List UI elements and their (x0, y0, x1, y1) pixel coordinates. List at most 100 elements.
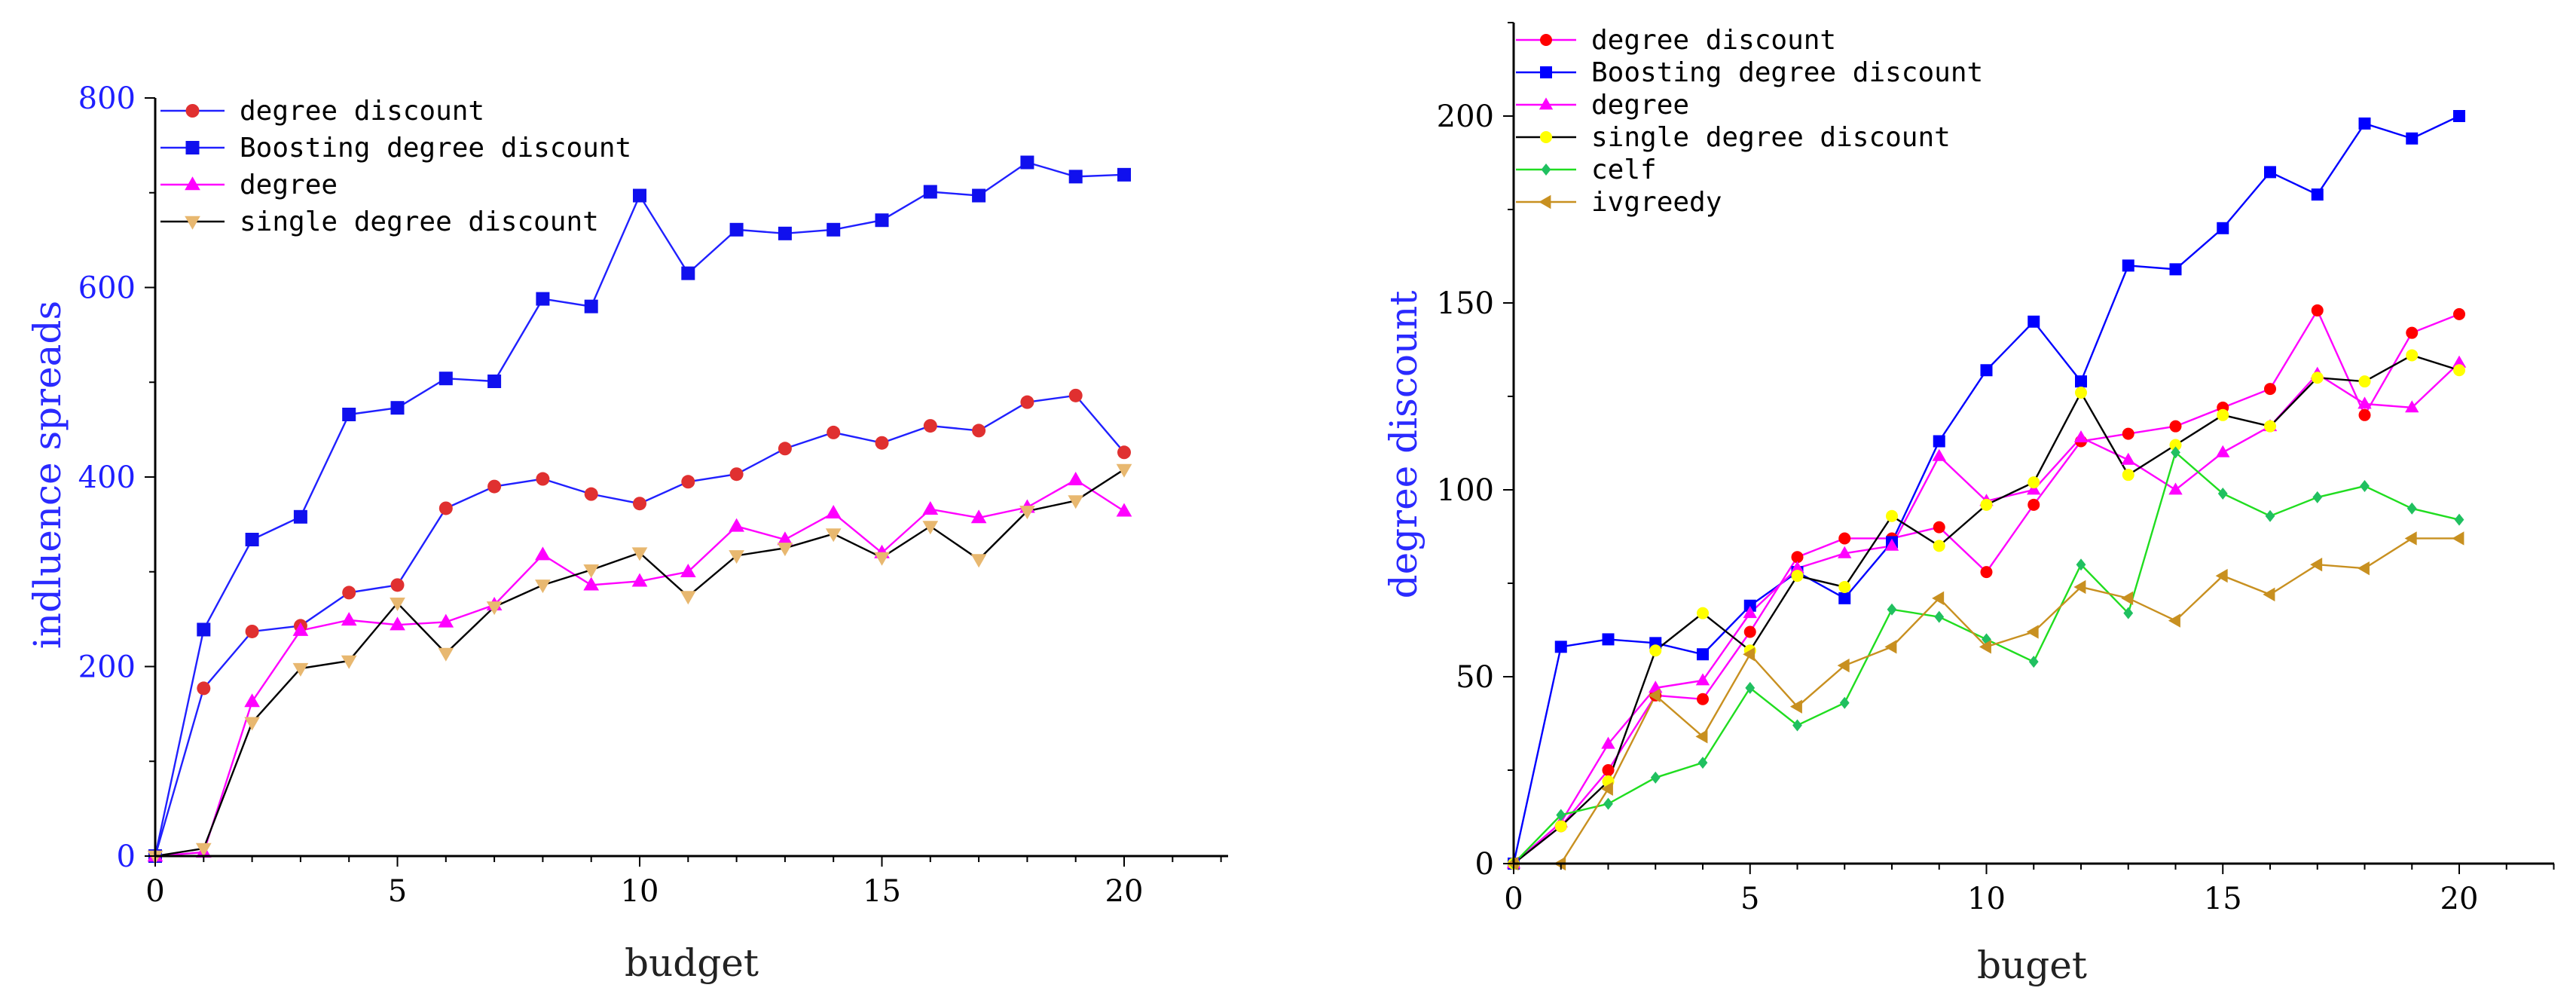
right-point-boosting-degree-discount (2453, 110, 2465, 122)
left-point-degree-discount (487, 479, 502, 494)
right-point-ivgreedy (2121, 591, 2134, 606)
left-point-boosting-degree-discount (923, 185, 937, 199)
left-point-single-degree-discount (1019, 506, 1035, 520)
left-point-degree-discount (536, 472, 550, 486)
left-point-single-degree-discount (922, 521, 939, 535)
right-point-celf (2123, 607, 2134, 619)
left-point-boosting-degree-discount (487, 374, 502, 388)
right-point-single-degree-discount (1649, 644, 1662, 657)
right-point-degree-discount (2311, 304, 2324, 317)
right-legend-marker (1539, 194, 1551, 209)
right-y-tick-label: 50 (1456, 660, 1494, 695)
right-point-degree (1884, 538, 1899, 551)
left-point-degree (390, 616, 405, 631)
right-point-ivgreedy (2263, 587, 2275, 602)
right-point-single-degree-discount (1886, 509, 1898, 522)
right-y-tick-label: 200 (1437, 99, 1494, 134)
left-point-degree (244, 693, 260, 708)
right-point-degree (2168, 482, 2183, 495)
left-legend-marker (185, 104, 200, 118)
right-point-degree-discount (2264, 383, 2276, 396)
right-point-degree (2073, 430, 2089, 442)
left-point-degree-discount (633, 497, 646, 511)
right-point-celf (1603, 797, 1613, 810)
left-point-degree (341, 612, 357, 626)
right-point-celf (1650, 771, 1661, 784)
right-point-degree-discount (2122, 427, 2134, 440)
left-y-tick-label: 400 (78, 460, 136, 495)
left-point-degree-discount (972, 424, 986, 438)
left-point-single-degree-discount (535, 580, 551, 594)
left-point-boosting-degree-discount (293, 509, 307, 524)
right-x-axis-label: buget (1977, 943, 2087, 987)
right-point-degree-discount (1697, 693, 1709, 705)
right-x-tick-label: 5 (1740, 882, 1759, 916)
right-point-single-degree-discount (1933, 540, 1945, 552)
right-point-boosting-degree-discount (1838, 592, 1851, 604)
right-point-single-degree-discount (2358, 375, 2371, 388)
left-legend-marker (185, 176, 200, 191)
left-point-single-degree-discount (1068, 495, 1084, 509)
left-point-boosting-degree-discount (827, 222, 841, 237)
right-point-single-degree-discount (1838, 580, 1851, 593)
left-point-single-degree-discount (195, 843, 212, 857)
left-point-degree-discount (827, 425, 841, 439)
right-point-single-degree-discount (2122, 469, 2134, 482)
right-point-degree (2216, 445, 2230, 457)
right-point-celf (2217, 487, 2228, 500)
left-point-degree (535, 546, 551, 561)
right-point-ivgreedy (2073, 580, 2086, 595)
left-point-single-degree-discount (680, 591, 696, 605)
right-point-single-degree-discount (2075, 387, 2087, 399)
right-legend-marker (1539, 97, 1554, 110)
right-point-degree (1695, 673, 1710, 686)
left-point-degree (1116, 503, 1132, 517)
right-point-degree-discount (1743, 625, 1756, 638)
right-point-celf (1697, 757, 1708, 769)
right-point-ivgreedy (1695, 729, 1708, 744)
right-legend-marker (1540, 34, 1552, 46)
right-legend-label: ivgreedy (1591, 187, 1722, 218)
right-legend-marker (1541, 164, 1551, 176)
left-point-degree (729, 518, 744, 532)
right-point-celf (2406, 502, 2417, 515)
right-point-celf (2312, 491, 2323, 503)
right-x-tick-label: 0 (1504, 882, 1523, 916)
left-point-degree (680, 563, 696, 577)
left-point-degree-discount (875, 436, 889, 450)
right-point-ivgreedy (1884, 640, 1897, 654)
left-legend-label: degree discount (240, 96, 484, 127)
left-point-degree-discount (681, 475, 695, 489)
right-point-degree-discount (2453, 307, 2465, 320)
left-point-boosting-degree-discount (729, 222, 744, 237)
right-series-line-single-degree-discount (1513, 354, 2460, 864)
left-point-single-degree-discount (341, 655, 357, 669)
right-point-degree (2405, 400, 2419, 413)
left-y-tick-label: 200 (78, 650, 136, 685)
right-point-celf (2265, 509, 2275, 522)
right-point-degree (2452, 355, 2467, 368)
right-point-degree-discount (2358, 408, 2371, 421)
left-y-ticks: 0 200 400 600 800 (78, 81, 155, 874)
right-point-celf (1745, 681, 1756, 694)
left-point-boosting-degree-discount (390, 401, 405, 415)
left-point-degree-discount (390, 578, 405, 592)
right-point-boosting-degree-discount (2264, 166, 2276, 179)
right-series-markers (1506, 110, 2467, 871)
right-point-celf (1839, 696, 1850, 709)
right-legend-label: single degree discount (1591, 122, 1951, 153)
right-legend-label: degree discount (1591, 25, 1836, 56)
right-x-ticks: 0 5 10 15 20 (1504, 864, 2555, 916)
right-point-degree (1838, 546, 1852, 558)
right-point-degree (1743, 606, 1757, 619)
left-point-single-degree-discount (292, 662, 309, 677)
right-point-boosting-degree-discount (1980, 364, 1993, 377)
right-legend-label: celf (1591, 154, 1657, 185)
left-legend-label: degree (240, 170, 338, 200)
right-point-boosting-degree-discount (1743, 599, 1756, 612)
right-point-degree (1932, 448, 1946, 461)
left-point-degree-discount (1068, 388, 1083, 402)
right-legend-marker (1540, 66, 1552, 78)
